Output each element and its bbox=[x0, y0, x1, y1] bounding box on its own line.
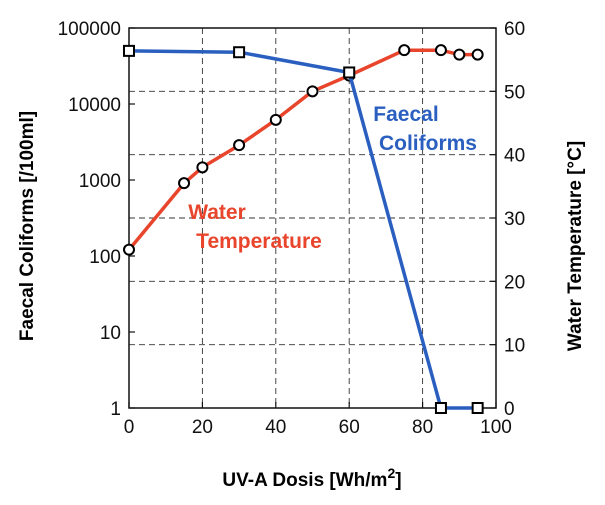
faecal-coliforms-marker bbox=[123, 44, 135, 57]
water-temperature-marker bbox=[398, 44, 411, 57]
y-right-tick-label: 20 bbox=[504, 272, 525, 293]
y-axis-left-title: Faecal Coliforms [/100ml] bbox=[17, 111, 38, 341]
plot-frame bbox=[128, 27, 497, 409]
series-label-temp-line-2: Temperature bbox=[196, 230, 322, 253]
y-left-tick-label: 10000 bbox=[68, 95, 121, 116]
y-right-tick-label: 50 bbox=[504, 82, 525, 103]
water-temperature-marker bbox=[471, 48, 484, 61]
y-right-tick-label: 10 bbox=[504, 336, 525, 357]
y-left-tick-label: 1 bbox=[110, 399, 121, 420]
x-axis-title: UV-A Dosis [Wh/m2] bbox=[222, 465, 401, 491]
water-temperature-marker bbox=[269, 113, 282, 126]
x-tick-label: 100 bbox=[480, 417, 512, 438]
water-temperature-marker bbox=[453, 48, 466, 61]
y-right-tick-label: 30 bbox=[504, 209, 525, 230]
faecal-coliforms-marker bbox=[471, 402, 484, 414]
faecal-coliforms-marker bbox=[233, 46, 246, 59]
y-right-tick-label: 0 bbox=[504, 399, 515, 420]
y-right-tick-label: 60 bbox=[504, 19, 525, 40]
water-temperature-marker bbox=[196, 161, 209, 174]
water-temperature-marker bbox=[178, 177, 191, 190]
water-temperature-marker bbox=[233, 139, 246, 152]
y-left-tick-label: 10 bbox=[100, 323, 121, 344]
water-temperature-marker bbox=[306, 85, 319, 98]
y-axis-right-title: Water Temperature [°C] bbox=[565, 141, 586, 351]
x-tick-label: 0 bbox=[124, 417, 135, 438]
series-label-faecal-line-1: Faecal bbox=[373, 103, 438, 126]
water-temperature-marker bbox=[123, 243, 135, 256]
series-label-temp-line-1: Water bbox=[188, 201, 246, 224]
y-left-tick-label: 100 bbox=[89, 247, 121, 268]
y-right-tick-label: 40 bbox=[504, 146, 525, 167]
x-tick-label: 80 bbox=[412, 417, 433, 438]
x-tick-label: 60 bbox=[339, 417, 360, 438]
y-left-tick-label: 1000 bbox=[79, 171, 121, 192]
faecal-coliforms-marker bbox=[434, 402, 447, 414]
faecal-coliforms-marker bbox=[343, 66, 356, 79]
y-left-tick-label: 100000 bbox=[58, 19, 121, 40]
water-temperature-marker bbox=[434, 44, 447, 57]
x-tick-label: 40 bbox=[265, 417, 286, 438]
ticks: 0 20 40 60 80 1000102030405060110100100010000… bbox=[58, 19, 526, 438]
x-tick-label: 20 bbox=[192, 417, 213, 438]
series-label-faecal-line-2: Coliforms bbox=[379, 132, 477, 155]
series-layer bbox=[123, 44, 484, 414]
